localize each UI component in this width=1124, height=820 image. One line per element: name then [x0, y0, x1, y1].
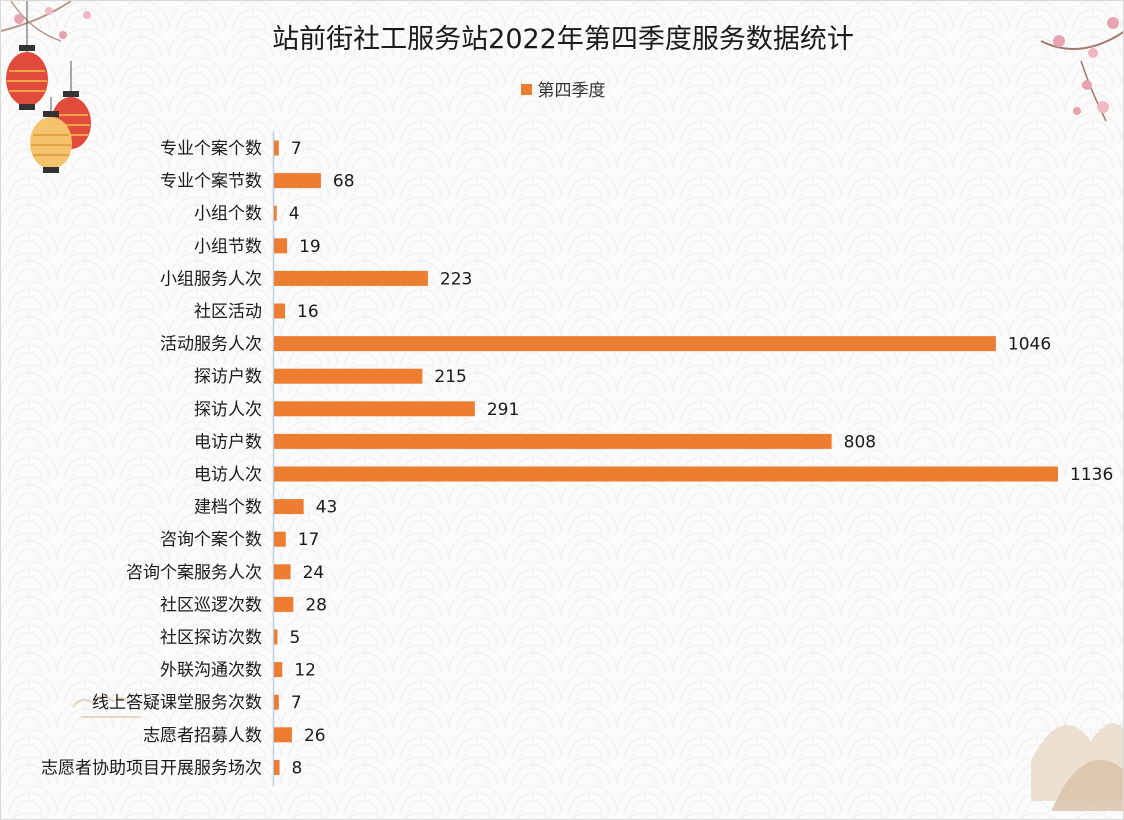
data-label: 16 — [297, 302, 319, 322]
data-label: 8 — [292, 758, 303, 778]
bar — [274, 368, 423, 384]
category-label: 电访人次 — [194, 465, 262, 485]
data-label: 43 — [316, 498, 338, 518]
cloud-decoration-icon — [72, 695, 141, 718]
bar — [274, 466, 1058, 482]
category-label: 社区巡逻次数 — [160, 595, 262, 615]
legend-label: 第四季度 — [537, 81, 606, 101]
category-label: 小组个数 — [194, 204, 262, 224]
bar — [274, 270, 428, 286]
legend: 第四季度 — [1, 76, 1123, 101]
data-label: 808 — [844, 432, 876, 452]
category-label: 专业个案个数 — [160, 139, 262, 159]
category-label: 电访户数 — [194, 432, 262, 452]
bar — [274, 759, 280, 775]
data-label: 68 — [333, 172, 355, 192]
bar — [274, 531, 286, 547]
bar — [274, 205, 277, 221]
category-label: 小组服务人次 — [160, 269, 262, 289]
bar — [274, 336, 996, 352]
category-label: 志愿者协助项目开展服务场次 — [41, 758, 262, 778]
data-label: 17 — [298, 530, 320, 550]
data-label: 7 — [291, 693, 302, 713]
bar — [274, 694, 279, 710]
data-label: 1136 — [1070, 465, 1113, 485]
category-label: 探访户数 — [194, 367, 262, 387]
lantern-decoration-icon — [1, 1, 91, 173]
category-label: 社区活动 — [194, 302, 262, 322]
category-label: 外联沟通次数 — [160, 661, 262, 681]
category-label: 线上答疑课堂服务次数 — [92, 693, 262, 713]
bar — [274, 499, 304, 515]
data-label: 1046 — [1008, 335, 1051, 355]
data-label: 26 — [304, 726, 326, 746]
bar — [274, 564, 291, 580]
chart-title: 站前街社工服务站2022年第四季度服务数据统计 — [272, 24, 854, 55]
category-label: 咨询个案服务人次 — [126, 563, 262, 583]
data-label: 5 — [289, 628, 300, 648]
data-label: 291 — [487, 400, 519, 420]
category-label: 专业个案节数 — [160, 172, 262, 192]
bar — [274, 662, 283, 678]
bar — [274, 596, 294, 612]
bar — [274, 173, 321, 189]
data-label: 7 — [291, 139, 302, 159]
bar — [274, 140, 279, 156]
bar — [274, 629, 278, 645]
bar — [274, 238, 288, 254]
bar — [274, 401, 475, 417]
bar — [274, 727, 292, 743]
category-label: 志愿者招募人数 — [143, 726, 262, 746]
data-label: 24 — [303, 563, 325, 583]
category-label: 咨询个案个数 — [160, 530, 262, 550]
category-label: 活动服务人次 — [160, 335, 262, 355]
data-label: 12 — [294, 661, 316, 681]
category-label: 探访人次 — [194, 400, 262, 420]
category-label: 建档个数 — [194, 498, 262, 518]
mountain-decoration-icon — [1031, 723, 1123, 811]
category-label: 社区探访次数 — [160, 628, 262, 648]
plum-blossom-decoration-icon — [1040, 17, 1123, 122]
data-label: 215 — [434, 367, 466, 387]
category-label: 小组节数 — [194, 237, 262, 257]
legend-swatch — [520, 84, 532, 95]
bar — [274, 433, 832, 449]
data-label: 19 — [299, 237, 321, 257]
data-label: 4 — [289, 204, 300, 224]
data-label: 28 — [305, 595, 327, 615]
data-label: 223 — [440, 269, 472, 289]
bar — [274, 303, 286, 319]
